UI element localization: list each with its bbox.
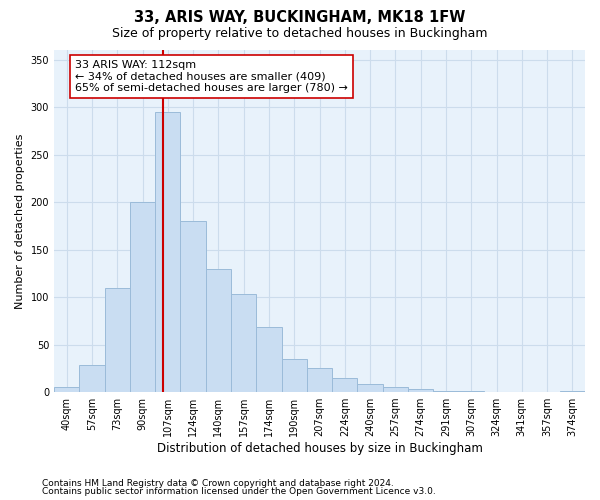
Text: Contains public sector information licensed under the Open Government Licence v3: Contains public sector information licen… [42, 487, 436, 496]
Text: Size of property relative to detached houses in Buckingham: Size of property relative to detached ho… [112, 28, 488, 40]
Bar [458, 391, 484, 392]
Bar [383, 388, 408, 392]
Bar [155, 112, 181, 392]
Bar [54, 388, 79, 392]
Bar [256, 328, 281, 392]
Bar [332, 378, 358, 392]
Text: 33 ARIS WAY: 112sqm
← 34% of detached houses are smaller (409)
65% of semi-detac: 33 ARIS WAY: 112sqm ← 34% of detached ho… [75, 60, 348, 94]
Bar [281, 359, 307, 392]
Bar [206, 268, 231, 392]
Bar [79, 366, 104, 392]
X-axis label: Distribution of detached houses by size in Buckingham: Distribution of detached houses by size … [157, 442, 482, 455]
Text: Contains HM Land Registry data © Crown copyright and database right 2024.: Contains HM Land Registry data © Crown c… [42, 478, 394, 488]
Bar [130, 202, 155, 392]
Bar [231, 294, 256, 392]
Text: 33, ARIS WAY, BUCKINGHAM, MK18 1FW: 33, ARIS WAY, BUCKINGHAM, MK18 1FW [134, 10, 466, 25]
Bar [307, 368, 332, 392]
Bar [560, 391, 585, 392]
Bar [433, 391, 458, 392]
Bar [358, 384, 383, 392]
Bar [104, 288, 130, 392]
Y-axis label: Number of detached properties: Number of detached properties [15, 134, 25, 308]
Bar [408, 389, 433, 392]
Bar [181, 221, 206, 392]
